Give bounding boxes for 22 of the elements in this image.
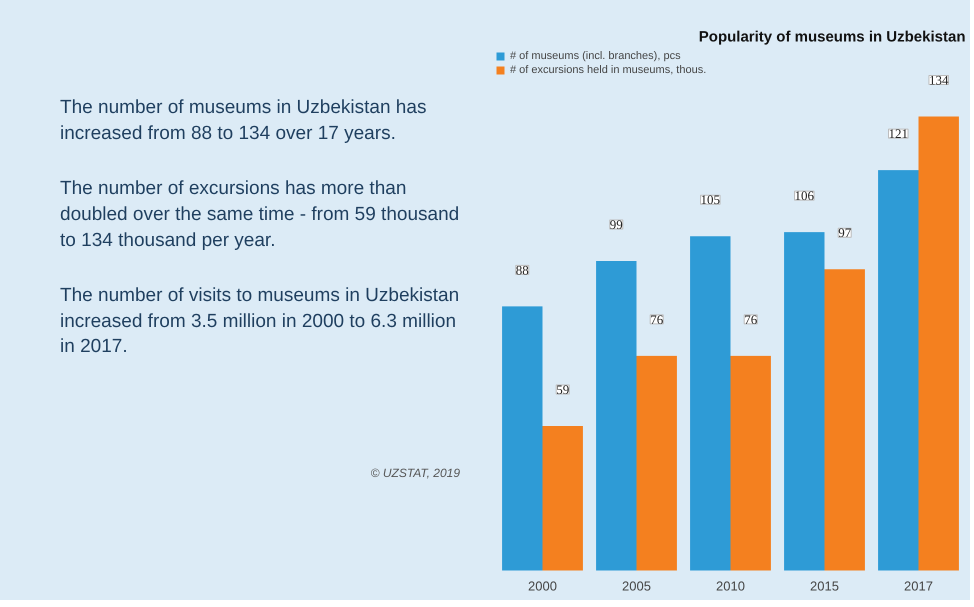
data-label: 76 (650, 312, 664, 327)
data-label: 134 (928, 72, 949, 88)
text: © UZSTAT, 2019 (370, 465, 460, 482)
data-label: 106 (794, 188, 815, 204)
text: The number of visits to museums in Uzbekistan increased from 3.5 million in 2000 to 6.3 million in 2017. (60, 284, 460, 360)
chart-title: Popularity of museums in Uzbekistan (698, 28, 966, 46)
data-label: 97 (838, 225, 852, 240)
legend-label: # of excursions held in museums, thous. (510, 64, 706, 76)
data-label: 59 (556, 382, 570, 398)
data-label: 99 (610, 216, 623, 232)
text: The number of museums in Uzbekistan has increased from 88 to 134 over 17 years. (60, 96, 428, 146)
x-tick-label: 2005 (622, 578, 651, 594)
data-label: 121 (888, 126, 908, 142)
x-tick-label: 2017 (904, 578, 933, 594)
data-label: 105 (700, 192, 720, 208)
data-label: 88 (516, 262, 529, 278)
x-tick-label: 2010 (716, 578, 745, 594)
x-tick-label: 2015 (810, 578, 839, 594)
text: The number of excursions has more than doubled over the same time - from 59 thousand to 134 thousand per year. (60, 177, 460, 253)
x-tick-label: 2000 (528, 578, 557, 594)
legend-label: # of museums (incl. branches), pcs (510, 50, 681, 62)
data-label: 76 (744, 312, 758, 327)
